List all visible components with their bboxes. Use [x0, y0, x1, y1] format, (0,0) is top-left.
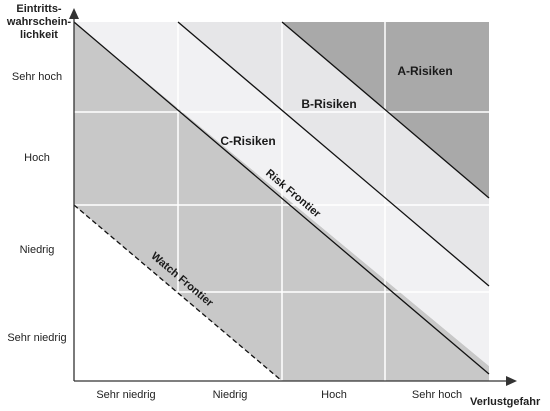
b-risk-label: B-Risiken: [301, 97, 356, 111]
y-axis-title: Eintritts- wahrschein- lichkeit: [4, 3, 74, 42]
x-level-sehr-niedrig: Sehr niedrig: [96, 389, 156, 401]
y-axis-title-line-3: lichkeit: [20, 29, 58, 41]
x-level-hoch: Hoch: [321, 389, 347, 401]
x-level-niedrig: Niedrig: [212, 389, 248, 401]
y-axis-title-line-1: Eintritts-: [16, 3, 62, 15]
y-level-niedrig: Niedrig: [19, 244, 55, 256]
y-axis-arrow: [69, 8, 79, 19]
a-risk-label: A-Risiken: [397, 64, 452, 78]
risk-frontier-line: [73, 21, 490, 375]
c-risk-label: C-Risiken: [220, 134, 275, 148]
x-axis-arrow: [506, 376, 517, 386]
grid-lines: [74, 22, 489, 381]
y-axis-title-line-2: wahrschein-: [6, 16, 72, 28]
c-b-boundary-line: [177, 21, 490, 287]
b-a-boundary-line: [281, 21, 490, 199]
y-level-sehr-niedrig: Sehr niedrig: [7, 332, 67, 344]
x-level-sehr-hoch: Sehr hoch: [411, 389, 463, 401]
y-level-hoch: Hoch: [24, 152, 50, 164]
y-level-sehr-hoch: Sehr hoch: [11, 71, 63, 83]
watch-frontier-line: [73, 204, 283, 382]
x-axis-title: Verlustgefahr: [470, 396, 541, 408]
